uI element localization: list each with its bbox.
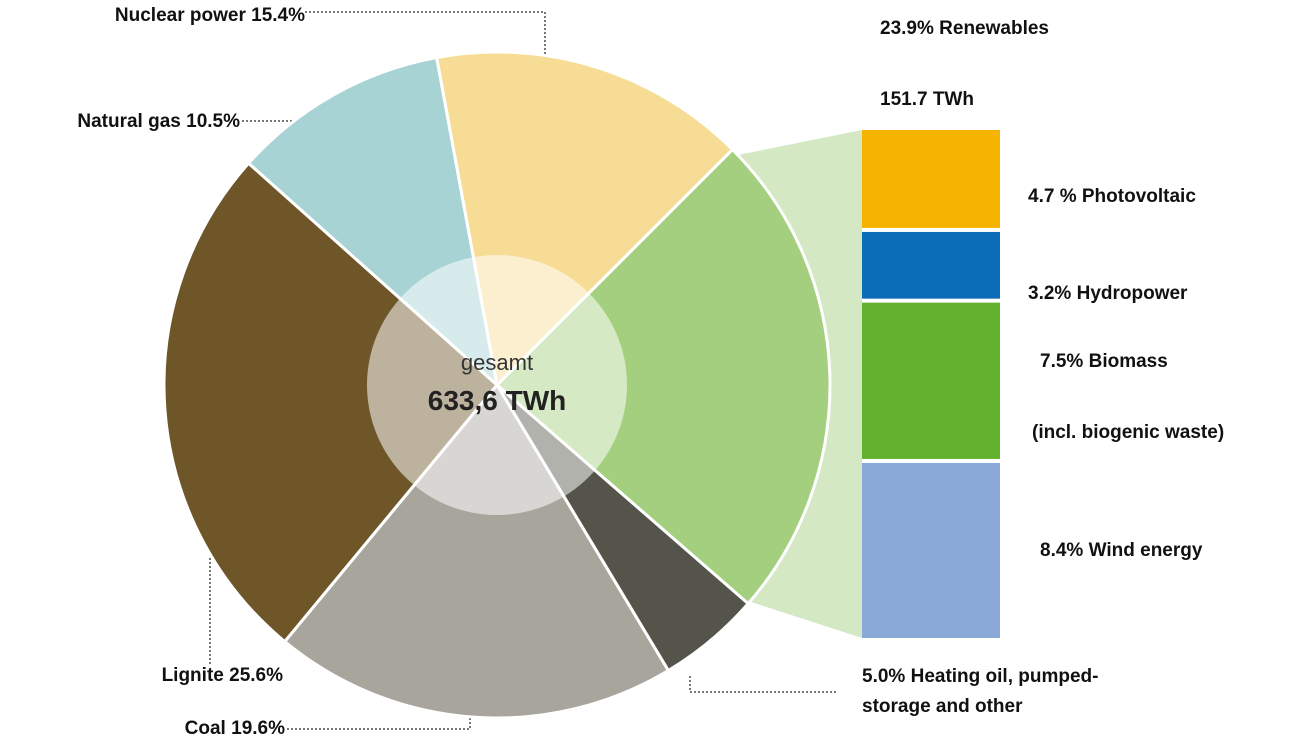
value-label: 10.5%: [186, 111, 240, 132]
data-label: 23.9% Renewables: [880, 14, 1049, 44]
category-name: Renewables: [939, 18, 1049, 39]
data-label: 3.2% Hydropower: [1028, 279, 1187, 309]
category-name: Heating oil, pumped-storage and other: [862, 666, 1099, 717]
data-label: 4.7 % Photovoltaic: [1028, 182, 1196, 212]
total-label: 633,6 TWh: [428, 385, 566, 416]
leader-line: [287, 716, 471, 730]
breakdown-total: 151.7 TWh: [880, 89, 974, 110]
data-label: 7.5% Biomass: [1040, 347, 1168, 377]
bar-segment: [862, 462, 1000, 638]
value-label: 7.5%: [1040, 351, 1084, 372]
category-name: Nuclear power: [114, 5, 246, 26]
leader-line: [242, 120, 306, 128]
category-name: Wind energy: [1088, 540, 1203, 561]
value-label: 8.4%: [1040, 540, 1084, 561]
data-label: Nuclear power 15.4%: [115, 1, 305, 31]
note: (incl. biogenic waste): [1032, 422, 1225, 443]
category-name: Coal: [184, 718, 226, 739]
value-label: 4.7 %: [1028, 186, 1077, 207]
bar-segment: [862, 302, 1000, 459]
data-label: 5.0% Heating oil, pumped-storage and oth…: [862, 662, 1132, 722]
data-label: Lignite 25.6%: [162, 661, 283, 691]
leader-line: [689, 676, 836, 693]
value-label: 5.0%: [862, 666, 906, 687]
pie-slice: [162, 161, 500, 644]
value-label: 15.4%: [251, 5, 305, 26]
leader-line: [305, 11, 546, 55]
data-label: Coal 19.6%: [185, 714, 285, 744]
pie-slice: [282, 382, 671, 720]
value-label: 3.2%: [1028, 283, 1072, 304]
data-label: 8.4% Wind energy: [1040, 536, 1202, 566]
category-name: Natural gas: [77, 111, 181, 132]
category-name: Lignite: [161, 665, 224, 686]
data-label: Natural gas 10.5%: [77, 107, 240, 137]
value-label: 25.6%: [229, 665, 283, 686]
bar-segment: [862, 231, 1000, 299]
category-name: Hydropower: [1076, 283, 1188, 304]
stacked-bar: [862, 130, 1000, 638]
center-disc: [367, 255, 627, 515]
center-label: gesamt: [461, 350, 533, 375]
category-name: Photovoltaic: [1081, 186, 1196, 207]
value-label: 19.6%: [231, 718, 285, 739]
value-label: 23.9%: [880, 18, 934, 39]
pie-slice: [494, 147, 832, 606]
category-name: Biomass: [1088, 351, 1168, 372]
pie: [162, 50, 832, 720]
bar-segment: [862, 130, 1000, 228]
